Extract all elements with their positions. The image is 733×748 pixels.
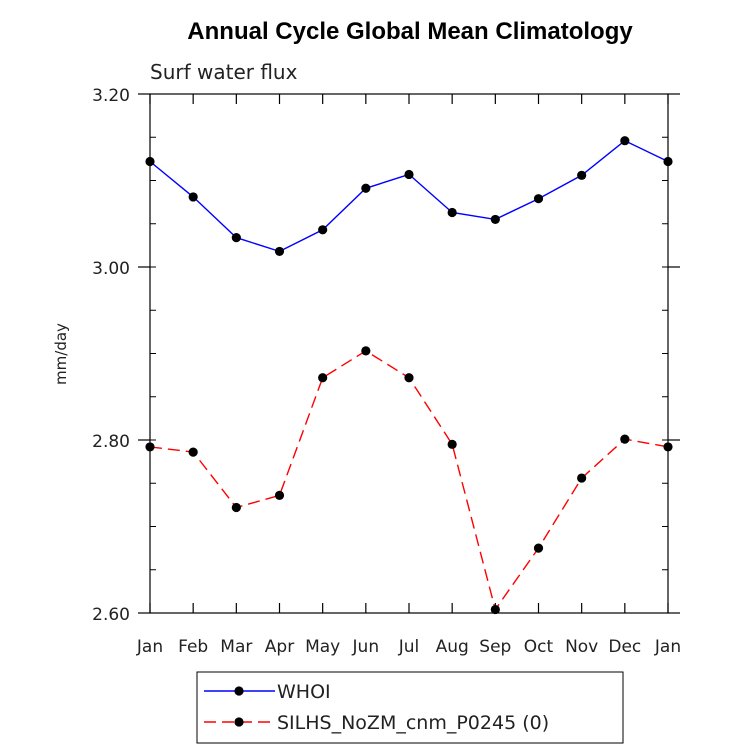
y-tick-label: 2.80 (92, 432, 130, 452)
data-point-1-5 (361, 346, 371, 356)
x-tick-label: Mar (220, 637, 252, 657)
y-axis-label: mm/day (52, 323, 70, 385)
data-point-1-8 (490, 604, 500, 615)
legend-marker-silhs (234, 717, 244, 727)
x-tick-label: Jul (398, 637, 420, 657)
data-point-1-6 (404, 373, 414, 383)
y-tick-label: 2.60 (92, 605, 130, 625)
data-point-0-3 (274, 246, 285, 257)
data-point-1-12 (663, 442, 673, 452)
chart-title: Annual Cycle Global Mean Climatology (187, 18, 633, 45)
x-tick-label: Sep (479, 637, 511, 657)
data-point-1-0 (145, 442, 155, 452)
x-tick-label: Jun (352, 637, 380, 657)
data-point-1-7 (447, 439, 457, 449)
legend: WHOI SILHS_NoZM_cnm_P0245 (0) (196, 671, 624, 744)
y-tick-label: 3.20 (92, 86, 130, 106)
plot-axes: 2.60 2.80 3.00 3.20 Jan Feb Mar Apr May Jun Jul Aug… (92, 86, 681, 657)
series-line-1 (149, 350, 669, 612)
data-point-0-4 (318, 225, 328, 235)
data-point-1-4 (318, 373, 328, 383)
data-point-0-5 (361, 183, 371, 193)
data-point-0-9 (533, 194, 544, 204)
series-line-0 (149, 139, 669, 253)
legend-label-silhs: SILHS_NoZM_cnm_P0245 (0) (277, 712, 549, 734)
data-point-0-6 (404, 169, 414, 180)
x-tick-label: Aug (436, 637, 469, 657)
data-point-0-11 (620, 136, 630, 146)
data-point-0-1 (188, 192, 198, 202)
legend-marker-whoi (234, 686, 244, 696)
data-point-0-10 (577, 170, 587, 180)
chart-subtitle: Surf water flux (150, 60, 298, 84)
data-point-1-3 (274, 490, 285, 500)
x-tick-label: Nov (565, 637, 598, 657)
y-tick-label: 3.00 (92, 259, 130, 279)
x-tick-label: Dec (608, 637, 641, 657)
data-point-0-2 (231, 232, 241, 243)
data-point-0-7 (447, 207, 457, 218)
x-tick-label: May (305, 637, 340, 657)
data-point-0-8 (490, 214, 500, 225)
data-point-1-11 (620, 434, 630, 444)
x-tick-label: Feb (178, 637, 208, 657)
x-tick-label: Apr (265, 637, 294, 657)
series-layer (145, 136, 673, 615)
data-point-1-1 (188, 447, 198, 457)
x-tick-label: Jan (654, 637, 681, 657)
data-point-0-0 (145, 156, 155, 167)
data-point-1-10 (577, 473, 587, 483)
legend-box (196, 671, 624, 744)
legend-label-whoi: WHOI (277, 681, 331, 703)
data-point-0-12 (663, 156, 673, 167)
data-point-1-9 (533, 543, 544, 553)
x-tick-label: Oct (524, 637, 554, 657)
x-tick-label: Jan (136, 637, 163, 657)
data-point-1-2 (231, 502, 241, 513)
